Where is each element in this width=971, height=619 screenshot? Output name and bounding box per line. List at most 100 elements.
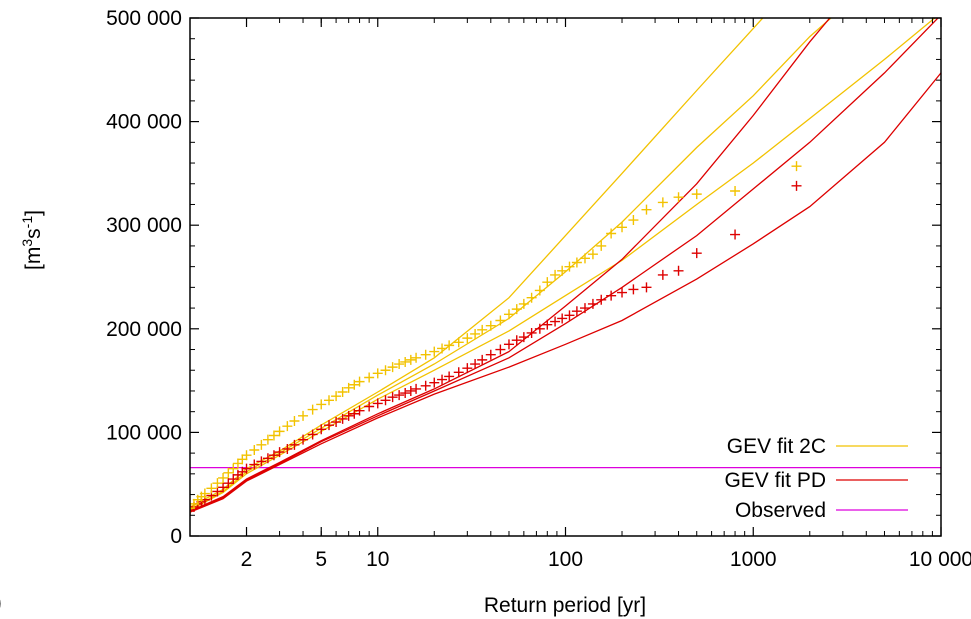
data-point-pd-annual-maxima bbox=[387, 392, 398, 403]
series-line-gev-fit-2c-2 bbox=[190, 18, 832, 510]
data-point-2c-annual-maxima bbox=[511, 304, 522, 315]
series-line-gev-fit-pd-1 bbox=[190, 18, 831, 512]
data-point-2c-annual-maxima bbox=[331, 391, 342, 402]
data-point-pd-annual-maxima bbox=[526, 327, 537, 338]
y-axis-title-suffix: ] bbox=[22, 210, 45, 216]
data-point-2c-annual-maxima bbox=[249, 445, 260, 456]
data-point-pd-annual-maxima bbox=[462, 363, 473, 374]
data-point-2c-annual-maxima bbox=[579, 253, 590, 264]
data-point-2c-annual-maxima bbox=[564, 261, 575, 272]
data-point-2c-annual-maxima bbox=[405, 354, 416, 365]
data-point-2c-annual-maxima bbox=[470, 328, 481, 339]
data-point-2c-annual-maxima bbox=[730, 186, 741, 197]
data-point-pd-annual-maxima bbox=[218, 482, 229, 493]
data-point-2c-annual-maxima bbox=[307, 404, 318, 415]
data-point-pd-annual-maxima bbox=[364, 401, 375, 412]
legend-label-observed: Observed bbox=[735, 499, 826, 522]
data-point-2c-annual-maxima bbox=[411, 352, 422, 363]
x-tick-label: 2 bbox=[241, 548, 253, 571]
data-point-2c-annual-maxima bbox=[453, 337, 464, 348]
data-point-2c-annual-maxima bbox=[262, 434, 273, 445]
data-point-pd-annual-maxima bbox=[324, 420, 335, 431]
data-point-2c-annual-maxima bbox=[380, 365, 391, 376]
legend: GEV fit 2C GEV fit PD Observed bbox=[724, 435, 908, 522]
data-point-pd-annual-maxima bbox=[268, 450, 279, 461]
y-tick-label: 400 000 bbox=[106, 111, 182, 134]
y-tick-label: 100 000 bbox=[106, 421, 182, 444]
data-point-pd-annual-maxima bbox=[444, 371, 455, 382]
data-point-pd-annual-maxima bbox=[343, 410, 354, 421]
data-point-pd-annual-maxima bbox=[657, 269, 668, 280]
data-point-2c-annual-maxima bbox=[268, 430, 279, 441]
x-tick-label: 1000 bbox=[730, 548, 777, 571]
data-point-pd-annual-maxima bbox=[411, 383, 422, 394]
data-point-2c-annual-maxima bbox=[228, 463, 239, 474]
data-point-2c-annual-maxima bbox=[372, 368, 383, 379]
data-point-pd-annual-maxima bbox=[337, 413, 348, 424]
data-point-pd-annual-maxima bbox=[453, 367, 464, 378]
data-point-pd-annual-maxima bbox=[485, 349, 496, 360]
data-point-2c-annual-maxima bbox=[324, 395, 335, 406]
data-point-pd-annual-maxima bbox=[349, 408, 360, 419]
data-point-2c-annual-maxima bbox=[542, 277, 553, 288]
data-point-2c-annual-maxima bbox=[343, 382, 354, 393]
data-point-pd-annual-maxima bbox=[587, 298, 598, 309]
data-point-pd-annual-maxima bbox=[534, 323, 545, 334]
data-point-2c-annual-maxima bbox=[237, 454, 248, 465]
data-point-2c-annual-maxima bbox=[429, 346, 440, 357]
data-point-pd-annual-maxima bbox=[579, 303, 590, 314]
data-point-2c-annual-maxima bbox=[316, 399, 327, 410]
data-point-2c-annual-maxima bbox=[223, 467, 234, 478]
data-point-pd-annual-maxima bbox=[372, 398, 383, 409]
x-axis-title: Return period [yr] bbox=[484, 594, 646, 617]
data-point-pd-annual-maxima bbox=[550, 316, 561, 327]
data-point-pd-annual-maxima bbox=[673, 265, 684, 276]
data-point-pd-annual-maxima bbox=[596, 294, 607, 305]
data-point-2c-annual-maxima bbox=[444, 340, 455, 351]
data-point-2c-annual-maxima bbox=[349, 379, 360, 390]
data-point-pd-annual-maxima bbox=[420, 380, 431, 391]
series-line-gev-fit-2c-1 bbox=[190, 18, 764, 508]
data-point-2c-annual-maxima bbox=[673, 192, 684, 203]
data-point-2c-annual-maxima bbox=[337, 386, 348, 397]
data-point-2c-annual-maxima bbox=[364, 372, 375, 383]
y-axis-title-sup1: 3 bbox=[19, 239, 35, 247]
data-point-pd-annual-maxima bbox=[400, 388, 411, 399]
data-point-2c-annual-maxima bbox=[298, 410, 309, 421]
data-point-pd-annual-maxima bbox=[542, 319, 553, 330]
data-point-2c-annual-maxima bbox=[485, 320, 496, 331]
data-point-2c-annual-maxima bbox=[437, 343, 448, 354]
data-point-pd-annual-maxima bbox=[470, 359, 481, 370]
data-point-pd-annual-maxima bbox=[394, 390, 405, 401]
data-point-pd-annual-maxima bbox=[316, 424, 327, 435]
data-point-pd-annual-maxima bbox=[641, 282, 652, 293]
panel-label: ) bbox=[0, 589, 2, 617]
x-tick-label: 10 000 bbox=[909, 548, 971, 571]
data-point-2c-annual-maxima bbox=[256, 439, 267, 450]
data-point-2c-annual-maxima bbox=[477, 324, 488, 335]
data-point-2c-annual-maxima bbox=[394, 359, 405, 370]
y-axis-title-mid: s bbox=[22, 228, 45, 239]
data-point-pd-annual-maxima bbox=[477, 354, 488, 365]
data-point-2c-annual-maxima bbox=[354, 376, 365, 387]
data-point-pd-annual-maxima bbox=[249, 459, 260, 470]
data-point-pd-annual-maxima bbox=[495, 344, 506, 355]
data-point-2c-annual-maxima bbox=[462, 333, 473, 344]
plot-frame bbox=[189, 17, 942, 537]
data-point-2c-annual-maxima bbox=[400, 356, 411, 367]
data-point-pd-annual-maxima bbox=[730, 229, 741, 240]
data-point-2c-annual-maxima bbox=[218, 472, 229, 483]
y-axis-title-sup2: -1 bbox=[19, 216, 35, 229]
y-axis-title: [m3s-1] bbox=[19, 210, 45, 270]
data-point-2c-annual-maxima bbox=[495, 315, 506, 326]
data-point-2c-annual-maxima bbox=[550, 269, 561, 280]
data-point-2c-annual-maxima bbox=[274, 426, 285, 437]
data-point-2c-annual-maxima bbox=[587, 249, 598, 260]
legend-label-gev-fit-pd: GEV fit PD bbox=[724, 469, 826, 492]
data-point-2c-annual-maxima bbox=[557, 265, 568, 276]
y-tick-label: 300 000 bbox=[106, 214, 182, 237]
data-point-pd-annual-maxima bbox=[557, 313, 568, 324]
data-point-pd-annual-maxima bbox=[307, 429, 318, 440]
legend-label-gev-fit-2c: GEV fit 2C bbox=[727, 435, 826, 458]
data-point-2c-annual-maxima bbox=[387, 362, 398, 373]
